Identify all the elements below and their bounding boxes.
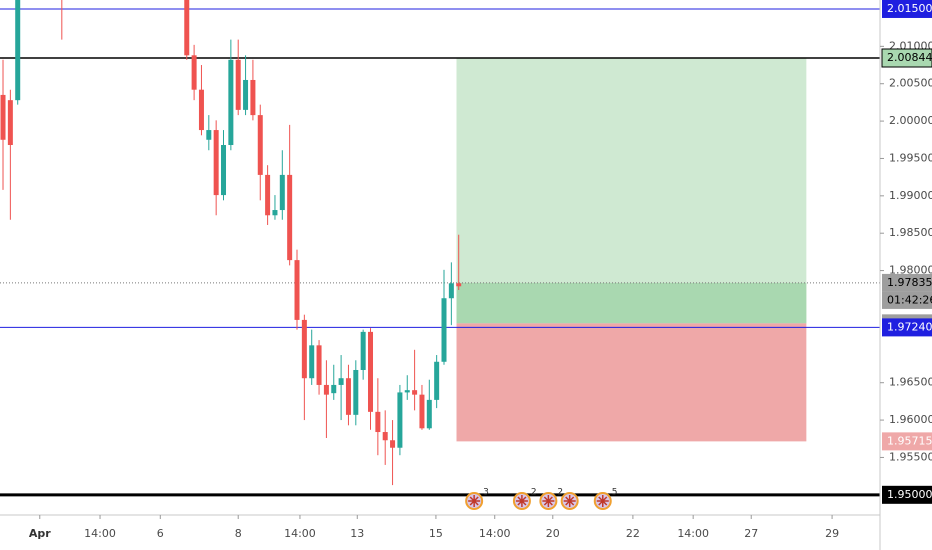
x-tick-label: 15 bbox=[429, 527, 443, 540]
x-tick-label: 14:00 bbox=[677, 527, 709, 540]
candle-body bbox=[198, 89, 204, 131]
x-tick-label: 6 bbox=[157, 527, 164, 540]
event-count: 5 bbox=[612, 488, 618, 498]
y-tick-label: 1.98000 bbox=[889, 264, 932, 277]
candle-body bbox=[250, 79, 256, 116]
price-badge bbox=[882, 485, 932, 504]
price-badge bbox=[882, 0, 932, 18]
price-badge-label: 1.97240 bbox=[887, 320, 932, 333]
x-tick-label: 14:00 bbox=[284, 527, 316, 540]
x-tick-label: 8 bbox=[235, 527, 242, 540]
event-flag bbox=[542, 495, 555, 507]
profit-zone bbox=[456, 58, 807, 324]
y-tick-label: 1.99000 bbox=[889, 189, 932, 202]
y-tick-label: 1.99500 bbox=[889, 151, 932, 164]
candle-body bbox=[441, 298, 447, 362]
candle-body bbox=[382, 432, 388, 441]
candle-body bbox=[448, 283, 454, 299]
candle-body bbox=[191, 55, 197, 90]
event-count: 3 bbox=[483, 488, 489, 498]
price-badge-label: 2.01500 bbox=[887, 2, 932, 15]
plot-area bbox=[0, 0, 880, 497]
candle-body bbox=[279, 174, 285, 211]
candle-body bbox=[419, 394, 425, 429]
candle-body bbox=[331, 384, 337, 394]
y-tick-label: 1.96500 bbox=[889, 376, 932, 389]
price-badge bbox=[882, 432, 932, 451]
loss-zone bbox=[456, 323, 807, 442]
candle-body bbox=[294, 260, 300, 320]
candle-body bbox=[265, 174, 271, 216]
x-tick-label: 14:00 bbox=[479, 527, 511, 540]
candle-body bbox=[360, 331, 366, 370]
candle-body bbox=[375, 411, 381, 433]
candle-body bbox=[404, 390, 410, 393]
price-badge-label: 2.00844 bbox=[887, 51, 932, 64]
candle-body bbox=[235, 59, 241, 110]
y-tick-label: 1.98500 bbox=[889, 226, 932, 239]
candle-body bbox=[243, 79, 249, 110]
y-tick-label: 1.96000 bbox=[889, 413, 932, 426]
candle-body bbox=[353, 369, 359, 415]
candle-body bbox=[184, 0, 190, 56]
price-badge bbox=[882, 318, 932, 337]
candle-body bbox=[257, 115, 263, 175]
candle-body bbox=[15, 0, 21, 101]
candle-body bbox=[316, 345, 322, 385]
candle-body bbox=[323, 384, 329, 395]
event-count: 2 bbox=[557, 488, 563, 498]
candle-body bbox=[338, 378, 344, 385]
profit-active-zone bbox=[456, 282, 807, 324]
candle-body bbox=[206, 130, 212, 140]
price-badge bbox=[881, 48, 932, 68]
event-count: 2 bbox=[531, 488, 537, 498]
candle-body bbox=[456, 283, 462, 287]
price-badge-label: 1.97835 bbox=[887, 276, 932, 289]
x-tick-label: Apr bbox=[29, 527, 51, 540]
event-flag bbox=[596, 495, 609, 507]
x-tick-label: 29 bbox=[825, 527, 839, 540]
candle-body bbox=[412, 390, 418, 395]
candle-body bbox=[426, 399, 432, 429]
candle-body bbox=[221, 145, 227, 196]
candle-body bbox=[0, 94, 6, 140]
x-tick-label: 22 bbox=[626, 527, 640, 540]
x-tick-label: 13 bbox=[350, 527, 364, 540]
price-badge-label: 1.95715 bbox=[887, 434, 932, 447]
y-tick-label: 2.00000 bbox=[889, 114, 932, 127]
candle-body bbox=[434, 361, 440, 400]
candle-body bbox=[397, 392, 403, 448]
price-badge bbox=[882, 273, 932, 292]
countdown-badge bbox=[882, 291, 932, 309]
candle-body bbox=[213, 130, 219, 196]
candle-body bbox=[309, 345, 315, 379]
x-tick-label: 14:00 bbox=[84, 527, 116, 540]
x-tick-label: 27 bbox=[744, 527, 758, 540]
candle-body bbox=[272, 210, 278, 216]
candle-body bbox=[228, 59, 234, 146]
y-tick-label: 2.00500 bbox=[889, 77, 932, 90]
event-flag bbox=[563, 495, 576, 507]
x-tick-label: 20 bbox=[546, 527, 560, 540]
countdown: 01:42:26 bbox=[887, 293, 932, 306]
candle-body bbox=[301, 319, 307, 379]
candle-body bbox=[345, 378, 351, 415]
price-badge-label: 1.95000 bbox=[887, 488, 932, 501]
y-tick-label: 1.95500 bbox=[889, 450, 932, 463]
candle-body bbox=[390, 440, 396, 448]
event-flag bbox=[468, 495, 481, 507]
candle-body bbox=[287, 174, 293, 261]
candle-body bbox=[368, 331, 374, 412]
candle-body bbox=[7, 100, 13, 146]
event-flag bbox=[515, 495, 528, 507]
